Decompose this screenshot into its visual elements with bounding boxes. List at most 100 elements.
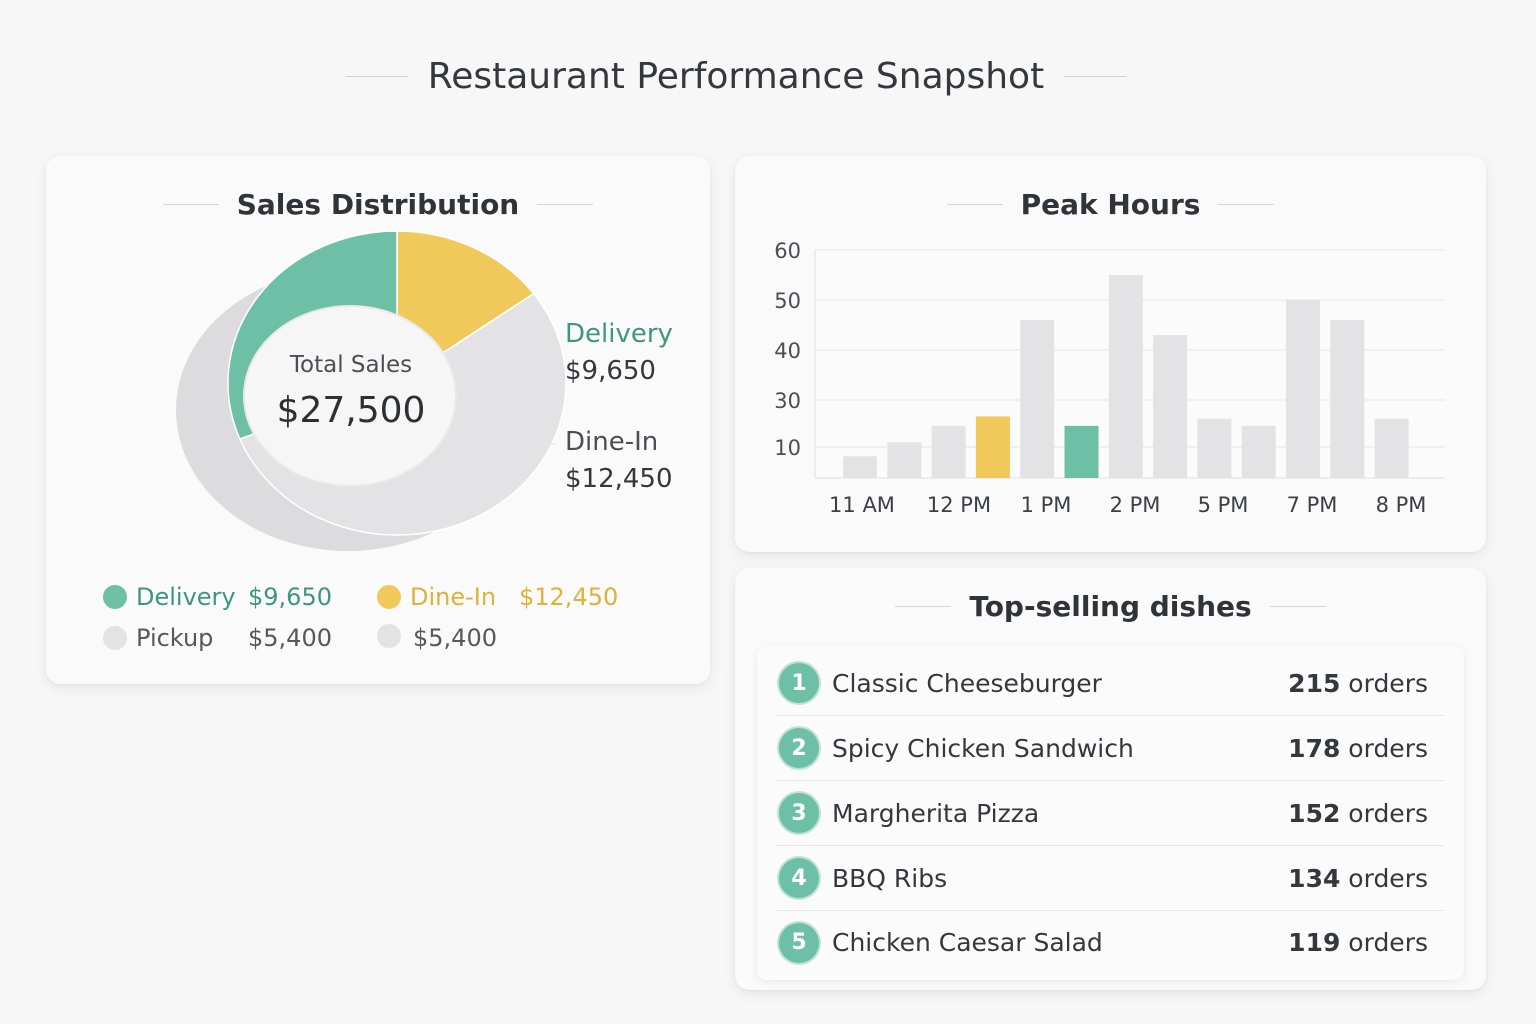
sales-card-title-text: Sales Distribution [236, 188, 520, 221]
dish-order-count: 119 [1288, 928, 1341, 957]
dishes-card-title: Top-selling dishes [735, 590, 1486, 623]
bar [1286, 300, 1320, 478]
title-rule-left [345, 76, 408, 77]
title-rule [537, 204, 594, 205]
callout-dinein-name: Dine-In [565, 427, 659, 457]
dish-order-count: 215 [1288, 668, 1341, 698]
legend-value: $12,450 [519, 583, 619, 611]
dish-order-unit: orders [1340, 668, 1428, 698]
legend-dot [103, 585, 127, 609]
callout-delivery-value: $9,650 [565, 356, 656, 386]
dish-row: 5 Chicken Caesar Salad 119 orders [776, 910, 1444, 975]
sales-distribution-card: Sales Distribution Total Sales $27,500 D… [46, 156, 710, 684]
legend-value: $5,400 [248, 624, 332, 652]
dish-order-unit: orders [1340, 733, 1428, 763]
legend-item: Dine-In [377, 583, 496, 611]
bar [1241, 425, 1276, 478]
title-rule [162, 204, 219, 205]
bar [1153, 335, 1188, 478]
dish-orders: 134 orders [1288, 864, 1428, 893]
rank-badge: 5 [779, 922, 819, 963]
legend-dot [377, 585, 401, 609]
y-tick-label: 40 [774, 339, 801, 363]
legend-name: Dine-In [410, 583, 497, 611]
donut-hole [243, 305, 457, 487]
dish-order-unit: orders [1340, 798, 1428, 828]
x-tick-label: 12 PM [927, 493, 991, 517]
dish-name: Classic Cheeseburger [832, 668, 1102, 698]
rank-badge: 3 [779, 793, 819, 833]
callout-delivery: Delivery $9,650 [565, 316, 673, 390]
legend-item: Pickup [103, 624, 213, 652]
dish-name: Chicken Caesar Salad [832, 928, 1103, 957]
dish-row: 2 Spicy Chicken Sandwich 178 orders [776, 716, 1444, 781]
title-rule [1218, 204, 1275, 205]
dish-list: 1 Classic Cheeseburger 215 orders 2 Spicy Ch… [757, 646, 1464, 980]
page-title-text: Restaurant Performance Snapshot [427, 56, 1045, 97]
bar [931, 425, 966, 478]
title-rule [1269, 606, 1326, 607]
x-tick-label: 2 PM [1110, 493, 1161, 517]
bar [1197, 418, 1232, 478]
rank-badge: 4 [779, 858, 819, 898]
hours-card-title: Peak Hours [735, 188, 1486, 221]
total-sales-value: $27,500 [276, 390, 426, 431]
legend-name: Pickup [136, 624, 214, 652]
x-tick-label: 5 PM [1198, 493, 1249, 517]
dish-orders: 215 orders [1288, 669, 1428, 698]
legend-item: Delivery [103, 583, 236, 611]
bar [1374, 418, 1409, 478]
dish-orders: 119 orders [1288, 928, 1428, 957]
x-tick-label: 8 PM [1376, 493, 1427, 517]
dish-order-unit: orders [1340, 863, 1428, 893]
bar [1020, 320, 1055, 478]
bar [887, 442, 922, 478]
y-tick-label: 30 [774, 389, 801, 413]
callout-delivery-name: Delivery [565, 319, 673, 349]
y-tick-label: 50 [774, 289, 801, 313]
sales-card-title: Sales Distribution [46, 188, 710, 221]
dish-row: 3 Margherita Pizza 152 orders [776, 781, 1444, 846]
x-tick-label: 1 PM [1021, 493, 1072, 517]
bar [975, 416, 1010, 478]
callout-dinein: Dine-In $12,450 [565, 424, 673, 498]
title-rule-right [1064, 76, 1127, 77]
dish-row: 4 BBQ Ribs 134 orders [776, 846, 1444, 911]
dish-orders: 178 orders [1288, 734, 1428, 763]
bar [1108, 275, 1143, 478]
callout-dinein-value: $12,450 [565, 464, 673, 494]
legend-name: Delivery [136, 583, 236, 611]
donut-chart [176, 230, 567, 551]
dish-row: 1 Classic Cheeseburger 215 orders [776, 651, 1444, 716]
dish-orders: 152 orders [1288, 799, 1428, 828]
dish-order-count: 178 [1288, 733, 1341, 763]
dish-name: Margherita Pizza [832, 798, 1040, 828]
legend-value: $5,400 [413, 624, 497, 652]
dishes-card-title-text: Top-selling dishes [969, 590, 1252, 623]
top-dishes-card: Top-selling dishes 1 Classic Cheeseburger… [735, 568, 1486, 990]
legend-item [377, 624, 410, 648]
bar [1330, 320, 1365, 478]
dish-name: Spicy Chicken Sandwich [832, 733, 1134, 763]
bar [843, 456, 877, 478]
rank-badge: 1 [779, 663, 819, 703]
dish-order-count: 134 [1288, 863, 1341, 893]
x-tick-label: 7 PM [1287, 493, 1338, 517]
dish-order-count: 152 [1288, 798, 1341, 828]
legend-dot [377, 624, 401, 648]
peak-hours-card: Peak Hours 10 30 40 50 60 11 AM 12 PM 1 PM 2 PM 5… [735, 156, 1486, 552]
hours-card-title-text: Peak Hours [1020, 188, 1201, 221]
rank-badge: 2 [779, 728, 819, 768]
peak-hours-bar-chart: 10 30 40 50 60 11 AM 12 PM 1 PM 2 PM 5 PM 7 PM 8 PM [774, 239, 1445, 517]
bar [1064, 425, 1099, 478]
dish-order-unit: orders [1340, 928, 1428, 957]
title-rule [946, 204, 1003, 205]
dish-name: BBQ Ribs [832, 863, 948, 893]
page-title: Restaurant Performance Snapshot [0, 56, 1472, 97]
title-rule [895, 606, 952, 607]
legend-value: $9,650 [248, 583, 332, 611]
total-sales-label: Total Sales [289, 352, 413, 378]
y-tick-label: 60 [774, 239, 801, 263]
legend-dot [103, 626, 127, 650]
x-tick-label: 11 AM [829, 493, 895, 517]
